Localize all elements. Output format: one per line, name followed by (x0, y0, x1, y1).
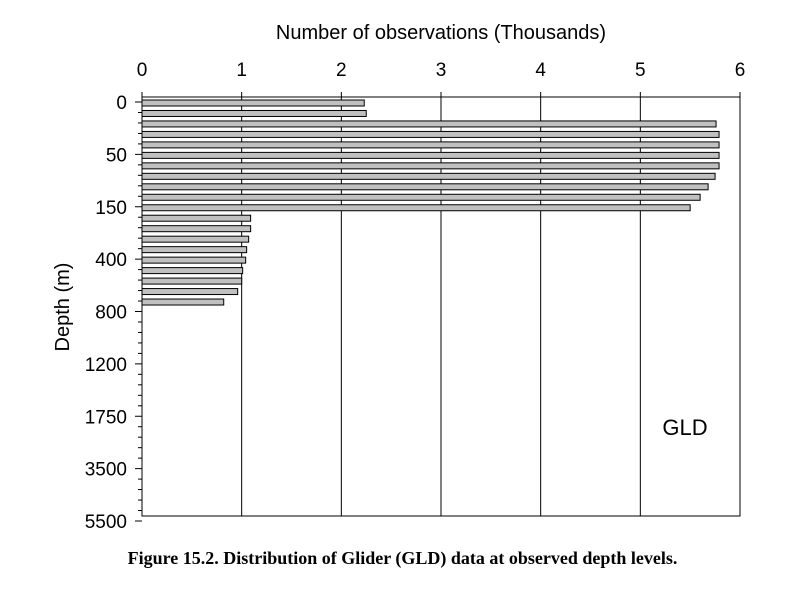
bar-depth-level-7 (141, 162, 720, 170)
bars (141, 99, 720, 306)
y-tick-label-800: 800 (95, 303, 127, 324)
bar-depth-level-15 (141, 246, 248, 254)
bar-depth-level-5 (141, 141, 720, 149)
y-tick-label-3500: 3500 (85, 460, 127, 481)
x-tick-label-1: 1 (236, 60, 247, 81)
y-tick-label-50: 50 (106, 145, 127, 166)
figure-caption: Figure 15.2. Distribution of Glider (GLD… (127, 548, 678, 568)
bar-depth-level-9 (141, 183, 709, 191)
bar-depth-level-20 (141, 298, 225, 306)
y-tick-label-150: 150 (95, 198, 127, 219)
y-tick-label-400: 400 (95, 250, 127, 271)
x-tick-label-6: 6 (735, 60, 746, 81)
gld-annotation: GLD (662, 415, 707, 440)
bar-depth-level-4 (141, 130, 720, 138)
bar-depth-level-1 (141, 99, 365, 107)
bar-depth-level-3 (141, 120, 717, 128)
y-tick-label-1750: 1750 (85, 407, 127, 428)
bar-depth-level-14 (141, 235, 250, 243)
bar-depth-level-18 (141, 277, 243, 285)
x-tick-label-2: 2 (336, 60, 347, 81)
x-tick-label-0: 0 (137, 60, 148, 81)
x-axis-ticks: 0 1 2 3 4 5 6 (137, 60, 746, 97)
bar-depth-level-16 (141, 256, 247, 264)
chart: 0 1 2 3 4 5 6 0 50 150 400 800 1200 1750 3500 5500 Num… (52, 22, 746, 533)
x-axis-label: Number of observations (Thousands) (276, 22, 606, 44)
bar-depth-level-19 (141, 288, 239, 296)
y-tick-label-5500: 5500 (85, 512, 127, 533)
bar-depth-level-12 (141, 214, 252, 222)
x-tick-label-5: 5 (635, 60, 646, 81)
bar-depth-level-13 (141, 225, 252, 233)
y-tick-label-1200: 1200 (85, 355, 127, 376)
x-tick-label-3: 3 (436, 60, 447, 81)
x-tick-label-4: 4 (535, 60, 546, 81)
bar-depth-level-10 (141, 193, 701, 201)
y-axis-label: Depth (m) (52, 263, 74, 352)
bar-depth-level-11 (141, 204, 691, 212)
gridlines (241, 97, 641, 516)
bar-depth-level-2 (141, 109, 367, 117)
y-tick-label-0: 0 (116, 93, 127, 114)
bar-depth-level-8 (141, 172, 716, 180)
bar-depth-level-6 (141, 151, 720, 159)
y-axis-ticks: 0 50 150 400 800 1200 1750 3500 5500 (85, 93, 142, 533)
bar-depth-level-17 (141, 267, 244, 275)
